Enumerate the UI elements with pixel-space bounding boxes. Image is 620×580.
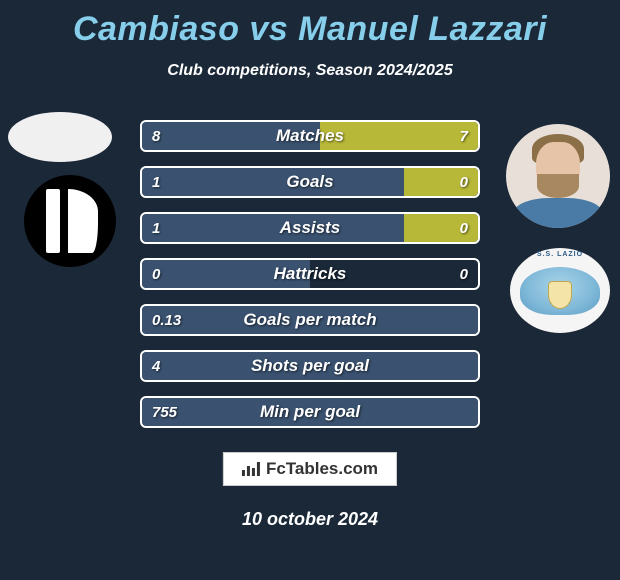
watermark-text: FcTables.com bbox=[266, 459, 378, 479]
lazio-logo: S.S. LAZIO bbox=[520, 261, 600, 321]
bar-label: Shots per goal bbox=[142, 352, 478, 380]
page-title: Cambiaso vs Manuel Lazzari bbox=[0, 10, 620, 49]
stat-bar: 4Shots per goal bbox=[140, 350, 480, 382]
stat-bar: 87Matches bbox=[140, 120, 480, 152]
subtitle: Club competitions, Season 2024/2025 bbox=[0, 62, 620, 80]
stat-bar: 10Goals bbox=[140, 166, 480, 198]
comparison-bars: 87Matches 10Goals 10Assists 00Hattricks 0.13… bbox=[140, 120, 480, 442]
watermark: FcTables.com bbox=[223, 452, 397, 486]
bar-label: Goals per match bbox=[142, 306, 478, 334]
date-text: 10 october 2024 bbox=[0, 509, 620, 530]
bar-label: Hattricks bbox=[142, 260, 478, 288]
player-right-avatar bbox=[506, 124, 610, 228]
bar-label: Assists bbox=[142, 214, 478, 242]
club-left-badge bbox=[20, 178, 120, 263]
bar-label: Goals bbox=[142, 168, 478, 196]
bar-label: Matches bbox=[142, 122, 478, 150]
player-left-avatar bbox=[8, 112, 112, 162]
stat-bar: 10Assists bbox=[140, 212, 480, 244]
juventus-logo bbox=[24, 175, 116, 267]
chart-icon bbox=[242, 462, 260, 476]
stat-bar: 755Min per goal bbox=[140, 396, 480, 428]
stat-bar: 00Hattricks bbox=[140, 258, 480, 290]
bar-label: Min per goal bbox=[142, 398, 478, 426]
club-right-badge: S.S. LAZIO bbox=[510, 248, 610, 333]
stat-bar: 0.13Goals per match bbox=[140, 304, 480, 336]
